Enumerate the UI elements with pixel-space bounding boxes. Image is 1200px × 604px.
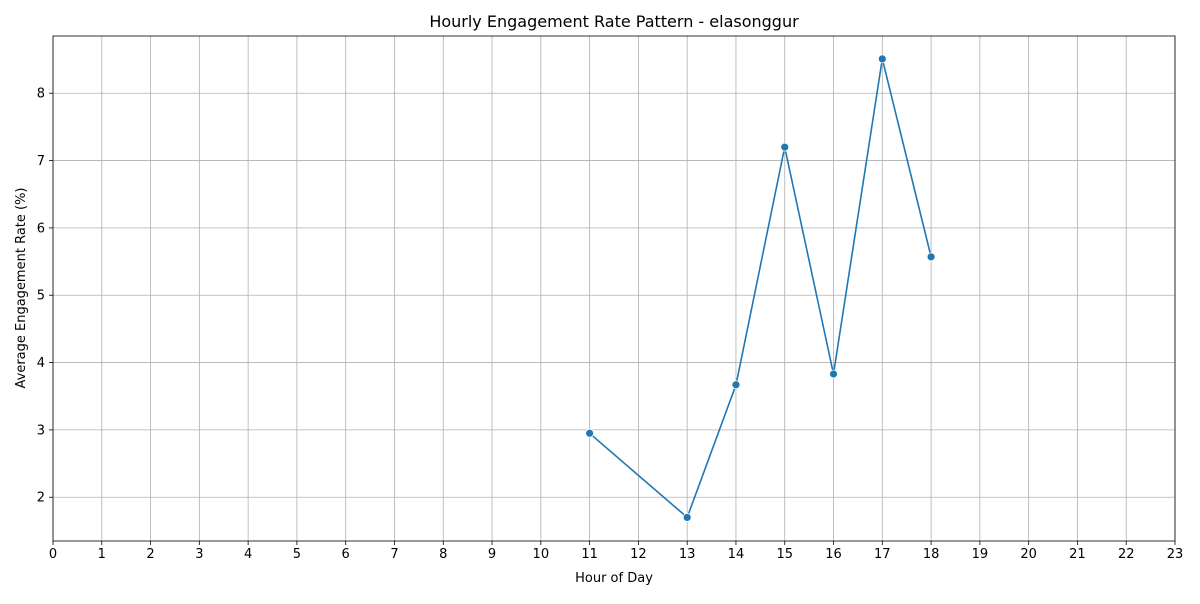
series-line xyxy=(589,58,932,519)
y-axis-label: Average Engagement Rate (%) xyxy=(14,187,29,388)
data-point xyxy=(585,428,595,438)
data-point xyxy=(682,513,692,522)
x-tick-label: 9 xyxy=(488,547,496,562)
x-tick-label: 11 xyxy=(581,547,598,562)
x-tick-label: 6 xyxy=(342,547,350,562)
x-tick-label: 5 xyxy=(293,547,301,562)
x-tick-label: 19 xyxy=(972,547,989,562)
x-tick-label: 4 xyxy=(244,547,252,562)
y-tick-label: 6 xyxy=(37,221,45,236)
data-point xyxy=(926,252,936,262)
x-tick-label: 12 xyxy=(630,547,647,562)
x-tick-label: 1 xyxy=(98,547,106,562)
data-point xyxy=(731,380,741,390)
plot-frame xyxy=(52,35,1176,542)
tick-labels: 0 1 2 3 4 5 6 7 8 9 10 11 12 13 14 15 16 17 18 19 20 21 22 2323… xyxy=(37,87,1184,562)
data-point xyxy=(877,54,887,64)
x-tick-label: 20 xyxy=(1020,547,1037,562)
data-point xyxy=(829,369,838,379)
axes xyxy=(49,35,1176,545)
y-tick-label: 5 xyxy=(37,289,45,304)
x-tick-label: 21 xyxy=(1069,547,1086,562)
x-axis-label: Hour of Day xyxy=(575,571,653,586)
x-tick-label: 18 xyxy=(923,547,940,562)
x-tick-label: 3 xyxy=(195,547,203,562)
x-tick-label: 16 xyxy=(825,547,842,562)
x-tick-label: 10 xyxy=(533,547,550,562)
x-tick-label: 15 xyxy=(776,547,793,562)
x-tick-label: 0 xyxy=(49,547,57,562)
y-tick-label: 2 xyxy=(37,491,45,506)
x-tick-label: 8 xyxy=(439,547,447,562)
data-series xyxy=(585,54,936,522)
y-tick-label: 3 xyxy=(37,423,45,438)
grid-lines xyxy=(52,36,1176,541)
x-tick-label: 23 xyxy=(1167,547,1184,562)
y-tick-label: 4 xyxy=(37,356,45,371)
chart-title: Hourly Engagement Rate Pattern - elasong… xyxy=(429,12,799,31)
x-tick-label: 14 xyxy=(728,547,745,562)
x-tick-label: 22 xyxy=(1118,547,1135,562)
data-point xyxy=(780,142,790,152)
y-tick-label: 8 xyxy=(37,87,45,102)
x-tick-label: 7 xyxy=(390,547,398,562)
x-tick-label: 17 xyxy=(874,547,891,562)
x-tick-label: 13 xyxy=(679,547,696,562)
y-tick-label: 7 xyxy=(37,154,45,169)
x-tick-label: 2 xyxy=(146,547,154,562)
